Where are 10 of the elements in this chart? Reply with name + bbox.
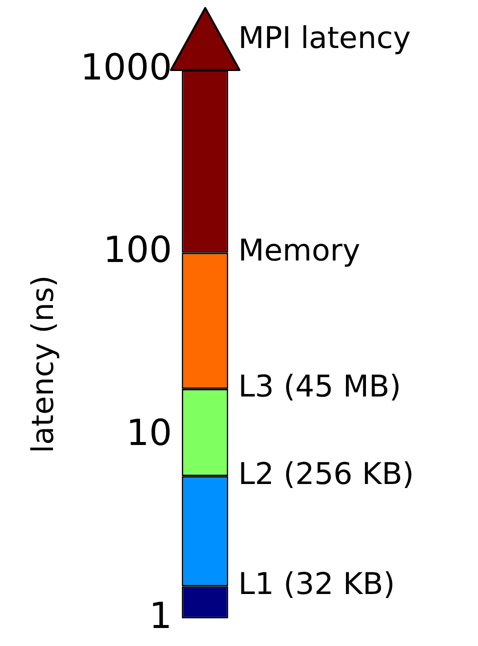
y-tick-label: 1000 — [80, 47, 172, 88]
series-label: L1 (32 KB) — [238, 567, 395, 602]
series-label: MPI latency — [238, 20, 411, 56]
series-label: L3 (45 MB) — [238, 370, 402, 405]
y-tick-label: 1 — [149, 596, 172, 637]
series-label: L2 (256 KB) — [238, 456, 414, 492]
series-label: Memory — [238, 234, 360, 269]
y-tick-label: 100 — [103, 230, 172, 272]
y-axis-title: latency (ns) — [26, 275, 61, 454]
y-tick-label: 10 — [126, 412, 172, 454]
